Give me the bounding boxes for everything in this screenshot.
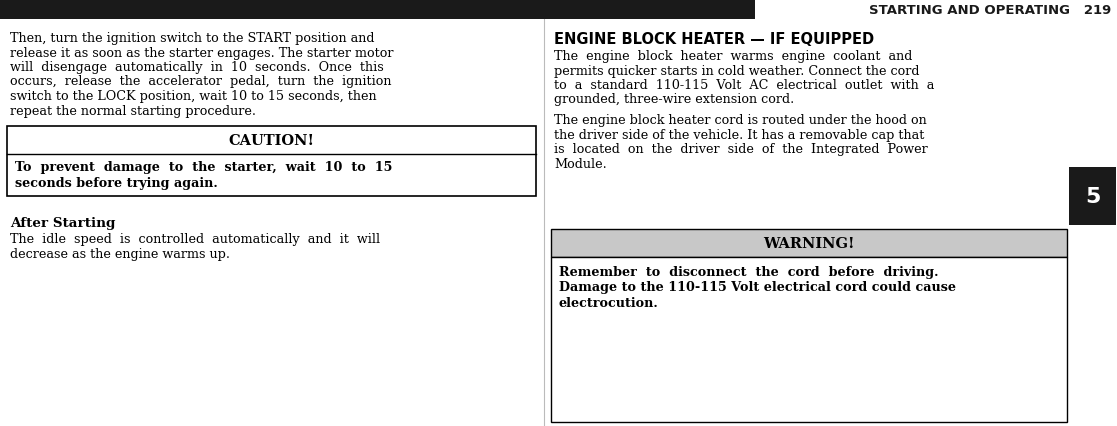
Bar xyxy=(0,0,755,20)
Bar xyxy=(551,257,1067,422)
Text: 5: 5 xyxy=(1085,187,1100,207)
Bar xyxy=(7,127,536,196)
Text: ENGINE BLOCK HEATER — IF EQUIPPED: ENGINE BLOCK HEATER — IF EQUIPPED xyxy=(554,32,875,47)
Text: occurs,  release  the  accelerator  pedal,  turn  the  ignition: occurs, release the accelerator pedal, t… xyxy=(10,75,391,88)
Text: seconds before trying again.: seconds before trying again. xyxy=(15,177,218,190)
Text: STARTING AND OPERATING   219: STARTING AND OPERATING 219 xyxy=(869,3,1111,17)
Text: grounded, three-wire extension cord.: grounded, three-wire extension cord. xyxy=(554,93,794,106)
Text: the driver side of the vehicle. It has a removable cap that: the driver side of the vehicle. It has a… xyxy=(554,128,925,141)
Text: switch to the LOCK position, wait 10 to 15 seconds, then: switch to the LOCK position, wait 10 to … xyxy=(10,90,376,103)
Text: decrease as the engine warms up.: decrease as the engine warms up. xyxy=(10,248,230,260)
Text: to  a  standard  110-115  Volt  AC  electrical  outlet  with  a: to a standard 110-115 Volt AC electrical… xyxy=(554,79,934,92)
Text: repeat the normal starting procedure.: repeat the normal starting procedure. xyxy=(10,104,256,117)
Bar xyxy=(1069,167,1116,225)
Text: CAUTION!: CAUTION! xyxy=(229,134,315,148)
Text: The  idle  speed  is  controlled  automatically  and  it  will: The idle speed is controlled automatical… xyxy=(10,233,380,246)
Text: Module.: Module. xyxy=(554,157,607,170)
Text: electrocution.: electrocution. xyxy=(558,296,659,309)
Text: is  located  on  the  driver  side  of  the  Integrated  Power: is located on the driver side of the Int… xyxy=(554,143,928,155)
Text: After Starting: After Starting xyxy=(10,216,115,230)
Text: release it as soon as the starter engages. The starter motor: release it as soon as the starter engage… xyxy=(10,46,393,59)
Text: Then, turn the ignition switch to the START position and: Then, turn the ignition switch to the ST… xyxy=(10,32,374,45)
Text: will  disengage  automatically  in  10  seconds.  Once  this: will disengage automatically in 10 secon… xyxy=(10,61,384,74)
Text: The  engine  block  heater  warms  engine  coolant  and: The engine block heater warms engine coo… xyxy=(554,50,913,63)
Text: permits quicker starts in cold weather. Connect the cord: permits quicker starts in cold weather. … xyxy=(554,64,919,77)
Text: Damage to the 110-115 Volt electrical cord could cause: Damage to the 110-115 Volt electrical co… xyxy=(558,281,956,294)
Text: Remember  to  disconnect  the  cord  before  driving.: Remember to disconnect the cord before d… xyxy=(558,265,938,278)
Bar xyxy=(551,230,1067,257)
Text: To  prevent  damage  to  the  starter,  wait  10  to  15: To prevent damage to the starter, wait 1… xyxy=(15,161,392,173)
Text: The engine block heater cord is routed under the hood on: The engine block heater cord is routed u… xyxy=(554,114,927,127)
Text: WARNING!: WARNING! xyxy=(763,236,855,250)
